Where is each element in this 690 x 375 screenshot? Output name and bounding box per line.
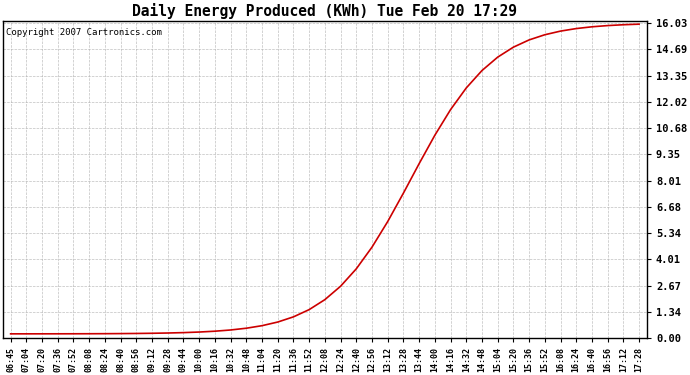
Title: Daily Energy Produced (KWh) Tue Feb 20 17:29: Daily Energy Produced (KWh) Tue Feb 20 1… <box>132 3 518 19</box>
Text: Copyright 2007 Cartronics.com: Copyright 2007 Cartronics.com <box>6 28 162 37</box>
